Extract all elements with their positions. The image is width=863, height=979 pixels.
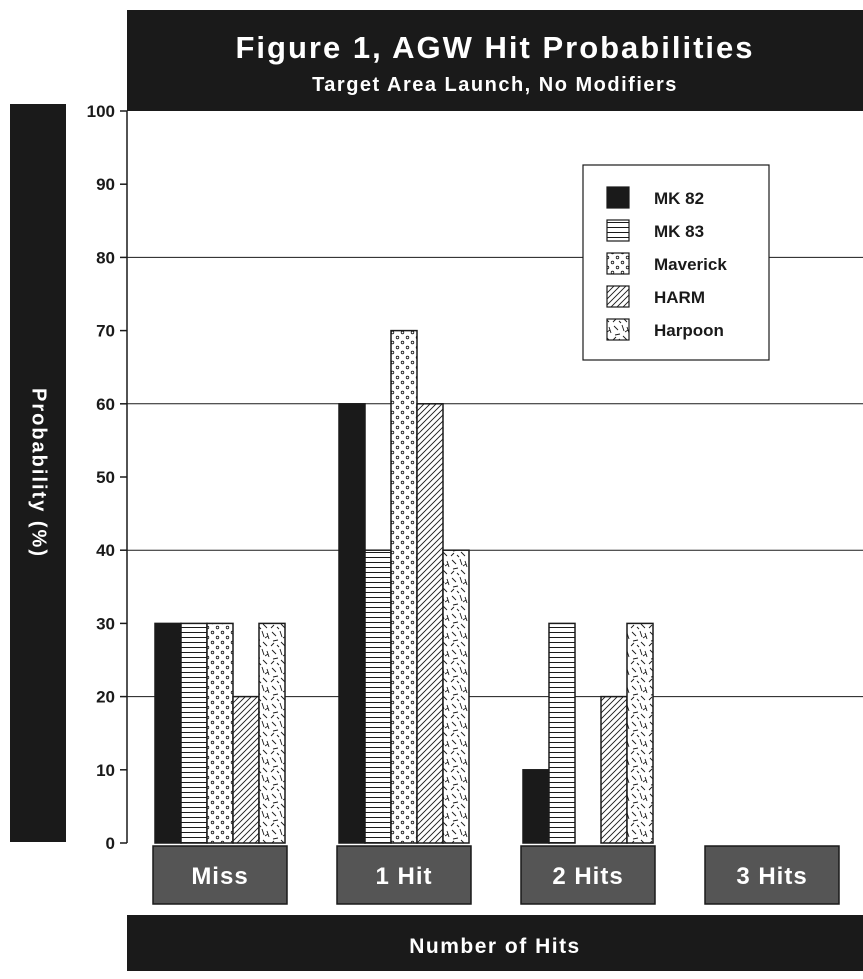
y-tick-label: 10 [96,761,115,780]
legend-swatch [606,285,630,308]
category-box [520,845,656,905]
legend-swatch [606,252,630,275]
legend-label: HARM [654,288,705,307]
x-axis-label-bar: Number of Hits [127,915,863,971]
y-tick-label: 80 [96,248,115,267]
bar [626,622,654,844]
bar [522,769,550,844]
bar [232,695,260,844]
legend-label: Harpoon [654,321,724,340]
bar [548,622,576,844]
bar [442,549,470,844]
bar [390,329,418,844]
category-label: 2 Hits [552,863,623,890]
chart-title: Figure 1, AGW Hit Probabilities [235,30,755,65]
legend-label: MK 82 [654,189,704,208]
category-box [336,845,472,905]
category-label: Miss [191,863,248,890]
y-tick-label: 60 [96,395,115,414]
y-tick-label: 100 [87,102,115,121]
legend-swatch [606,318,630,341]
bar [258,622,286,844]
y-tick-label: 30 [96,614,115,633]
bar [600,695,628,844]
legend-swatch [606,219,630,242]
category-label: 1 Hit [375,863,432,890]
y-tick-label: 50 [96,468,115,487]
bar [206,622,234,844]
category-box [704,845,840,905]
legend-label: Maverick [654,255,727,274]
y-tick-label: 40 [96,541,115,560]
chart-subtitle: Target Area Launch, No Modifiers [312,74,678,96]
y-tick-label: 0 [106,834,115,853]
x-axis-label: Number of Hits [409,935,581,958]
y-axis-label-bar: Probability (%) [10,104,66,842]
category-label: 3 Hits [736,863,807,890]
y-tick-label: 90 [96,175,115,194]
y-tick-label: 70 [96,322,115,341]
legend-label: MK 83 [654,222,704,241]
bar [154,622,182,844]
bar [364,549,392,844]
category-box [152,845,288,905]
y-tick-label: 20 [96,688,115,707]
bar [180,622,208,844]
legend-swatch [606,186,630,209]
bar [338,403,366,844]
bar [416,403,444,844]
title-bar: Figure 1, AGW Hit Probabilities Target A… [127,10,863,111]
